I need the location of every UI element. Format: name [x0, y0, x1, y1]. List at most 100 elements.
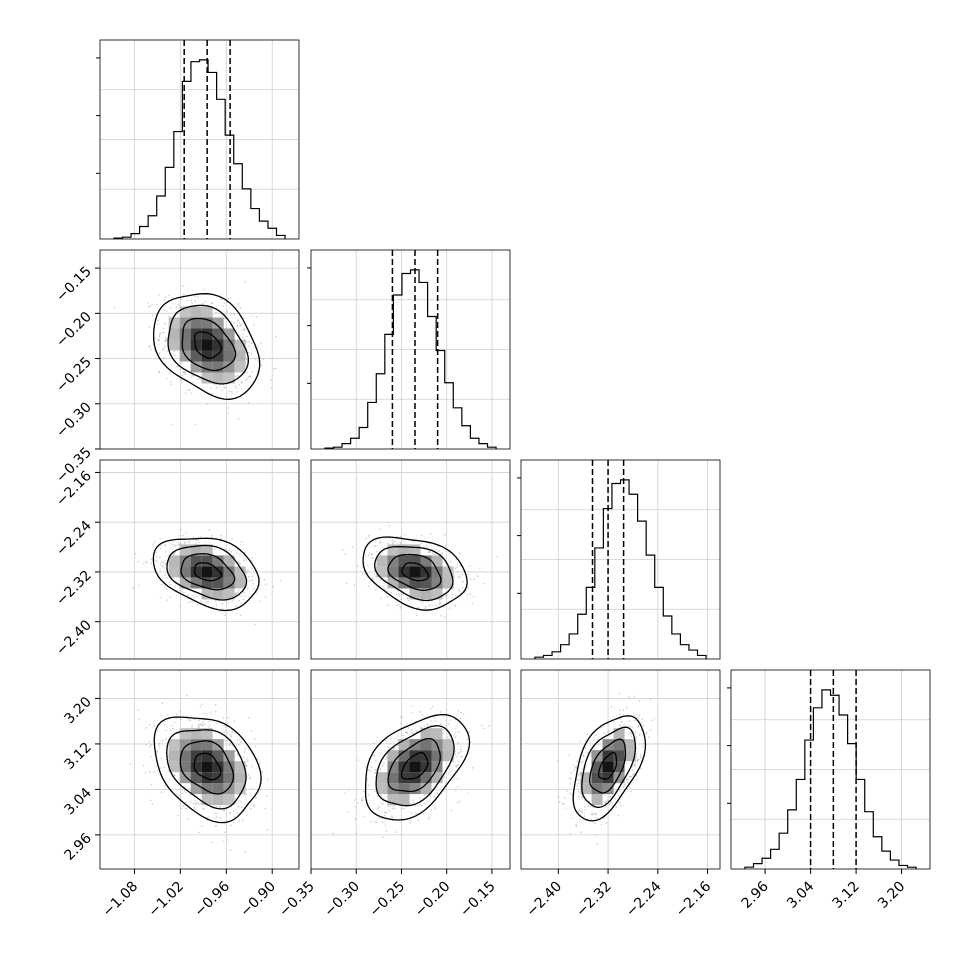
contour-line: [374, 546, 454, 602]
sample-point: [165, 555, 168, 558]
sample-point: [367, 794, 370, 796]
sample-point: [431, 604, 433, 606]
sample-point: [381, 765, 384, 768]
sample-point: [207, 602, 209, 604]
sample-point: [244, 851, 246, 853]
sample-point: [379, 578, 381, 581]
sample-point: [455, 727, 457, 729]
sample-point: [159, 332, 162, 334]
sample-point: [392, 543, 394, 545]
sample-point: [214, 600, 217, 602]
sample-point: [168, 315, 170, 318]
density-cell: [409, 588, 421, 600]
sample-point: [459, 800, 461, 803]
histogram-panel: [727, 669, 931, 870]
density-cell: [223, 339, 235, 351]
sample-point: [179, 604, 182, 607]
density-cell: [442, 739, 454, 751]
density-cell: [212, 317, 224, 329]
sample-point: [237, 418, 240, 420]
sample-point: [170, 724, 173, 727]
sample-point: [265, 583, 267, 585]
sample-point: [204, 723, 206, 725]
sample-point: [425, 544, 428, 546]
sample-point: [561, 803, 564, 806]
sample-point: [379, 767, 381, 770]
density-cell: [212, 750, 224, 762]
density-cell: [190, 555, 202, 567]
density-cell: [179, 306, 191, 318]
sample-point: [208, 726, 210, 728]
sample-point: [367, 784, 370, 787]
sample-point: [344, 553, 347, 556]
sample-point: [429, 707, 432, 710]
sample-point: [426, 723, 429, 726]
x-tick-label: −1.08: [100, 879, 142, 921]
sample-point: [236, 374, 239, 377]
sample-point: [247, 774, 250, 776]
sample-point: [181, 374, 184, 377]
density-cell: [409, 577, 421, 589]
sample-point: [243, 756, 245, 759]
density-cell: [179, 772, 191, 784]
sample-point: [630, 790, 632, 793]
sample-point: [369, 821, 372, 823]
sample-point: [185, 531, 187, 534]
density-cell: [212, 794, 224, 806]
sample-point: [198, 719, 200, 722]
sample-point: [434, 553, 436, 555]
sample-point: [226, 310, 229, 313]
density-cell: [168, 328, 180, 340]
histogram-step: [113, 59, 286, 239]
sample-point: [368, 769, 370, 772]
density-cell: [179, 339, 191, 351]
sample-point: [234, 593, 237, 596]
sample-point: [363, 790, 365, 793]
sample-point: [184, 790, 186, 792]
sample-point: [164, 785, 167, 787]
sample-point: [408, 599, 410, 602]
sample-point: [207, 720, 210, 723]
sample-point: [171, 541, 174, 543]
sample-point: [454, 753, 457, 756]
sample-point: [369, 552, 371, 554]
sample-point: [227, 297, 230, 300]
sample-point: [392, 747, 395, 750]
sample-point: [251, 575, 253, 578]
sample-point: [592, 806, 595, 809]
sample-point: [373, 754, 376, 757]
sample-point: [399, 607, 401, 609]
density-cell: [190, 317, 202, 329]
sample-point: [232, 730, 234, 733]
sample-point: [270, 387, 273, 390]
sample-point: [227, 731, 230, 734]
sample-point: [360, 798, 363, 801]
x-tick-label: −0.20: [412, 879, 454, 921]
sample-point: [379, 553, 382, 556]
sample-point: [380, 597, 383, 600]
sample-point: [210, 387, 212, 389]
sample-point: [187, 594, 189, 597]
sample-point: [396, 590, 399, 592]
sample-point: [253, 323, 255, 326]
histogram-step: [744, 689, 917, 869]
sample-point: [347, 789, 350, 791]
sample-point: [172, 352, 175, 355]
sample-point: [190, 392, 193, 395]
density-cell: [409, 783, 421, 795]
sample-point: [158, 743, 161, 745]
sample-point: [163, 309, 166, 312]
sample-point: [246, 371, 248, 374]
sample-point: [453, 769, 455, 772]
sample-point: [357, 801, 359, 804]
sample-point: [163, 298, 165, 301]
density-cell: [602, 772, 614, 784]
sample-point: [210, 302, 213, 304]
sample-point: [400, 605, 402, 608]
sample-point: [583, 812, 585, 814]
sample-point: [442, 732, 444, 735]
panel-frame: [99, 39, 300, 240]
sample-point: [373, 820, 376, 823]
sample-point: [471, 602, 474, 605]
sample-point: [586, 733, 589, 735]
